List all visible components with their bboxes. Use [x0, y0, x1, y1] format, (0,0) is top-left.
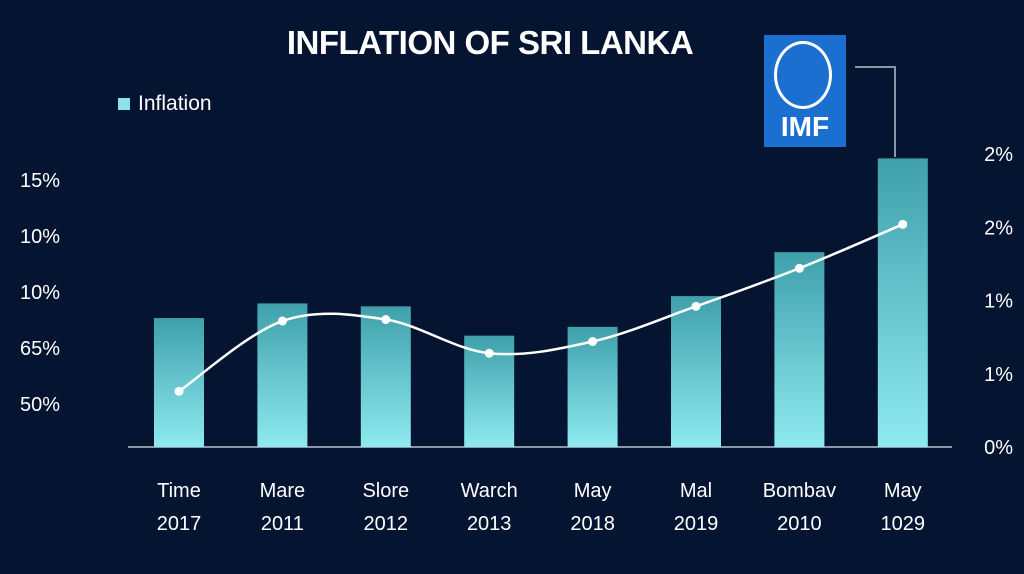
- bar: [360, 306, 411, 447]
- globe-emblem-icon: [774, 41, 832, 109]
- line-point: [691, 301, 701, 311]
- legend: Inflation: [118, 92, 212, 116]
- right-y-tick-label: 1%: [984, 291, 1013, 313]
- x-tick-label: Mal: [680, 480, 712, 502]
- x-tick-label: 2018: [570, 513, 615, 535]
- legend-label: Inflation: [138, 92, 212, 115]
- chart-title: INFLATION OF SRI LANKA: [286, 24, 694, 61]
- right-y-tick-label: 2%: [984, 217, 1013, 239]
- left-y-tick-label: 65%: [20, 338, 60, 360]
- x-tick-label: 2012: [364, 513, 409, 535]
- bar: [671, 296, 721, 447]
- imf-logo: IMF: [764, 35, 846, 147]
- left-y-tick-label: 50%: [20, 394, 60, 416]
- x-tick-label: 2010: [777, 513, 822, 535]
- x-tick-label: Mare: [260, 480, 306, 502]
- line-point: [381, 315, 391, 325]
- left-y-tick-label: 10%: [20, 226, 60, 248]
- line-point: [174, 386, 184, 396]
- bar: [154, 318, 204, 447]
- bar: [774, 252, 825, 447]
- line-point: [484, 348, 494, 358]
- line-point: [588, 337, 598, 347]
- x-tick-label: 2013: [467, 513, 512, 535]
- line-point: [898, 219, 908, 229]
- legend-swatch: [118, 98, 130, 110]
- bar: [567, 326, 618, 447]
- x-tick-label: 1029: [881, 513, 926, 535]
- x-tick-label: May: [884, 480, 922, 502]
- line-point: [794, 263, 804, 273]
- right-y-tick-label: 0%: [984, 437, 1013, 459]
- right-y-tick-label: 2%: [984, 144, 1013, 166]
- right-y-tick-label: 1%: [984, 364, 1013, 386]
- x-tick-label: May: [574, 480, 612, 502]
- x-tick-label: Bombav: [763, 480, 836, 502]
- left-y-tick-label: 15%: [20, 170, 60, 192]
- x-tick-label: Time: [157, 480, 201, 502]
- x-tick-label: Warch: [461, 480, 518, 502]
- logo-connector: [855, 66, 896, 157]
- bar: [877, 158, 928, 447]
- x-tick-label: 2019: [674, 513, 719, 535]
- x-tick-label: 2011: [261, 513, 304, 535]
- x-tick-label: 2017: [157, 513, 202, 535]
- left-y-tick-label: 10%: [20, 282, 60, 304]
- logo-text: IMF: [780, 111, 830, 142]
- line-point: [277, 316, 287, 326]
- x-tick-label: Slore: [362, 480, 409, 502]
